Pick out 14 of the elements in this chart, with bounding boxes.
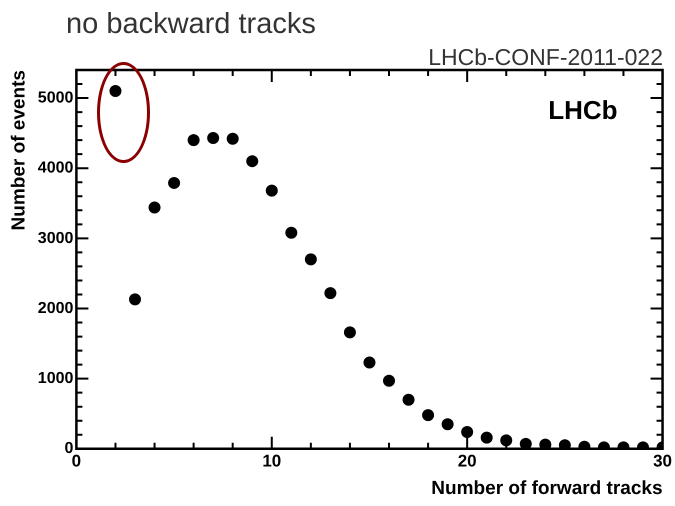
chart-title: no backward tracks bbox=[66, 8, 316, 41]
x-tick-label: 30 bbox=[653, 452, 672, 471]
x-tick-label: 20 bbox=[458, 452, 477, 471]
chart-subtitle: LHCb-CONF-2011-022 bbox=[428, 44, 663, 71]
y-tick-label: 3000 bbox=[38, 230, 74, 247]
y-tick-label: 0 bbox=[64, 440, 74, 458]
y-tick-label: 5000 bbox=[38, 89, 74, 106]
x-tick-label: 10 bbox=[262, 452, 282, 471]
y-tick-label: 1000 bbox=[38, 370, 74, 388]
y-tick-label: 4000 bbox=[38, 160, 74, 177]
annotation: LHCb bbox=[548, 95, 618, 126]
y-tick-label: 2000 bbox=[38, 300, 74, 317]
x-axis-title: Number of forward tracks bbox=[431, 478, 663, 499]
y-axis-title: Number of events bbox=[8, 70, 30, 230]
